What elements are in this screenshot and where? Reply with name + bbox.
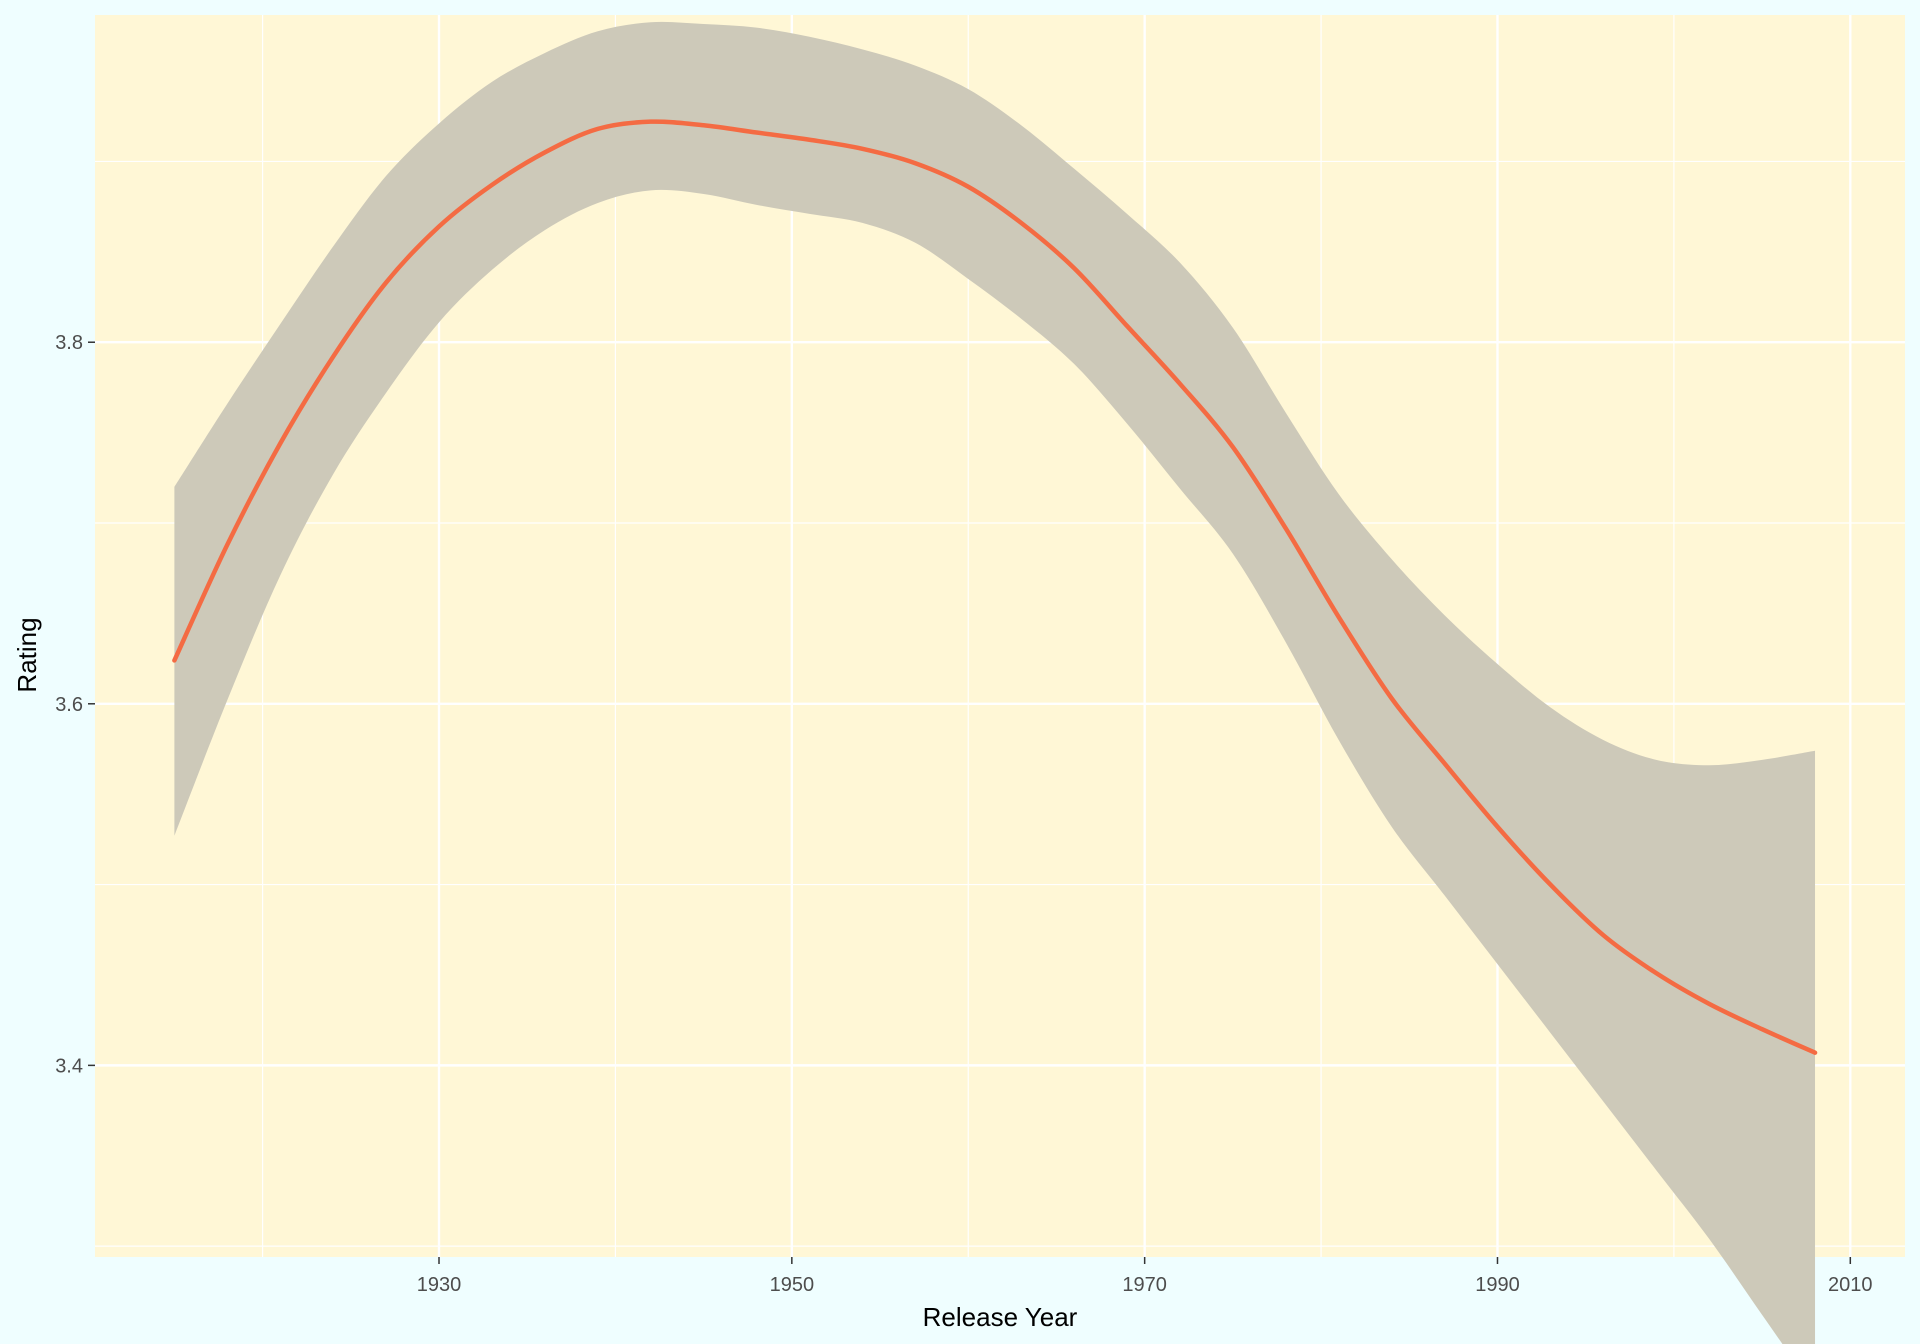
- confidence-band: [174, 21, 1816, 1344]
- x-tick-label: 1970: [1122, 1274, 1167, 1296]
- y-tick-label: 3.6: [55, 694, 83, 716]
- major-grid: [95, 15, 1905, 1257]
- y-tick-label: 3.8: [55, 332, 83, 354]
- x-axis: 1930 1950 1970 1990 2010: [417, 1257, 1873, 1296]
- x-tick-label: 1990: [1475, 1274, 1520, 1296]
- smooth-line: [172, 119, 1818, 1055]
- x-tick-label: 2010: [1828, 1274, 1873, 1296]
- x-tick-label: 1930: [417, 1274, 462, 1296]
- x-axis-title: Release Year: [923, 1302, 1078, 1332]
- y-axis-title: Rating: [12, 617, 42, 692]
- x-tick-label: 1950: [770, 1274, 815, 1296]
- y-tick-label: 3.4: [55, 1055, 83, 1077]
- y-axis: 3.4 3.6 3.8: [55, 332, 95, 1077]
